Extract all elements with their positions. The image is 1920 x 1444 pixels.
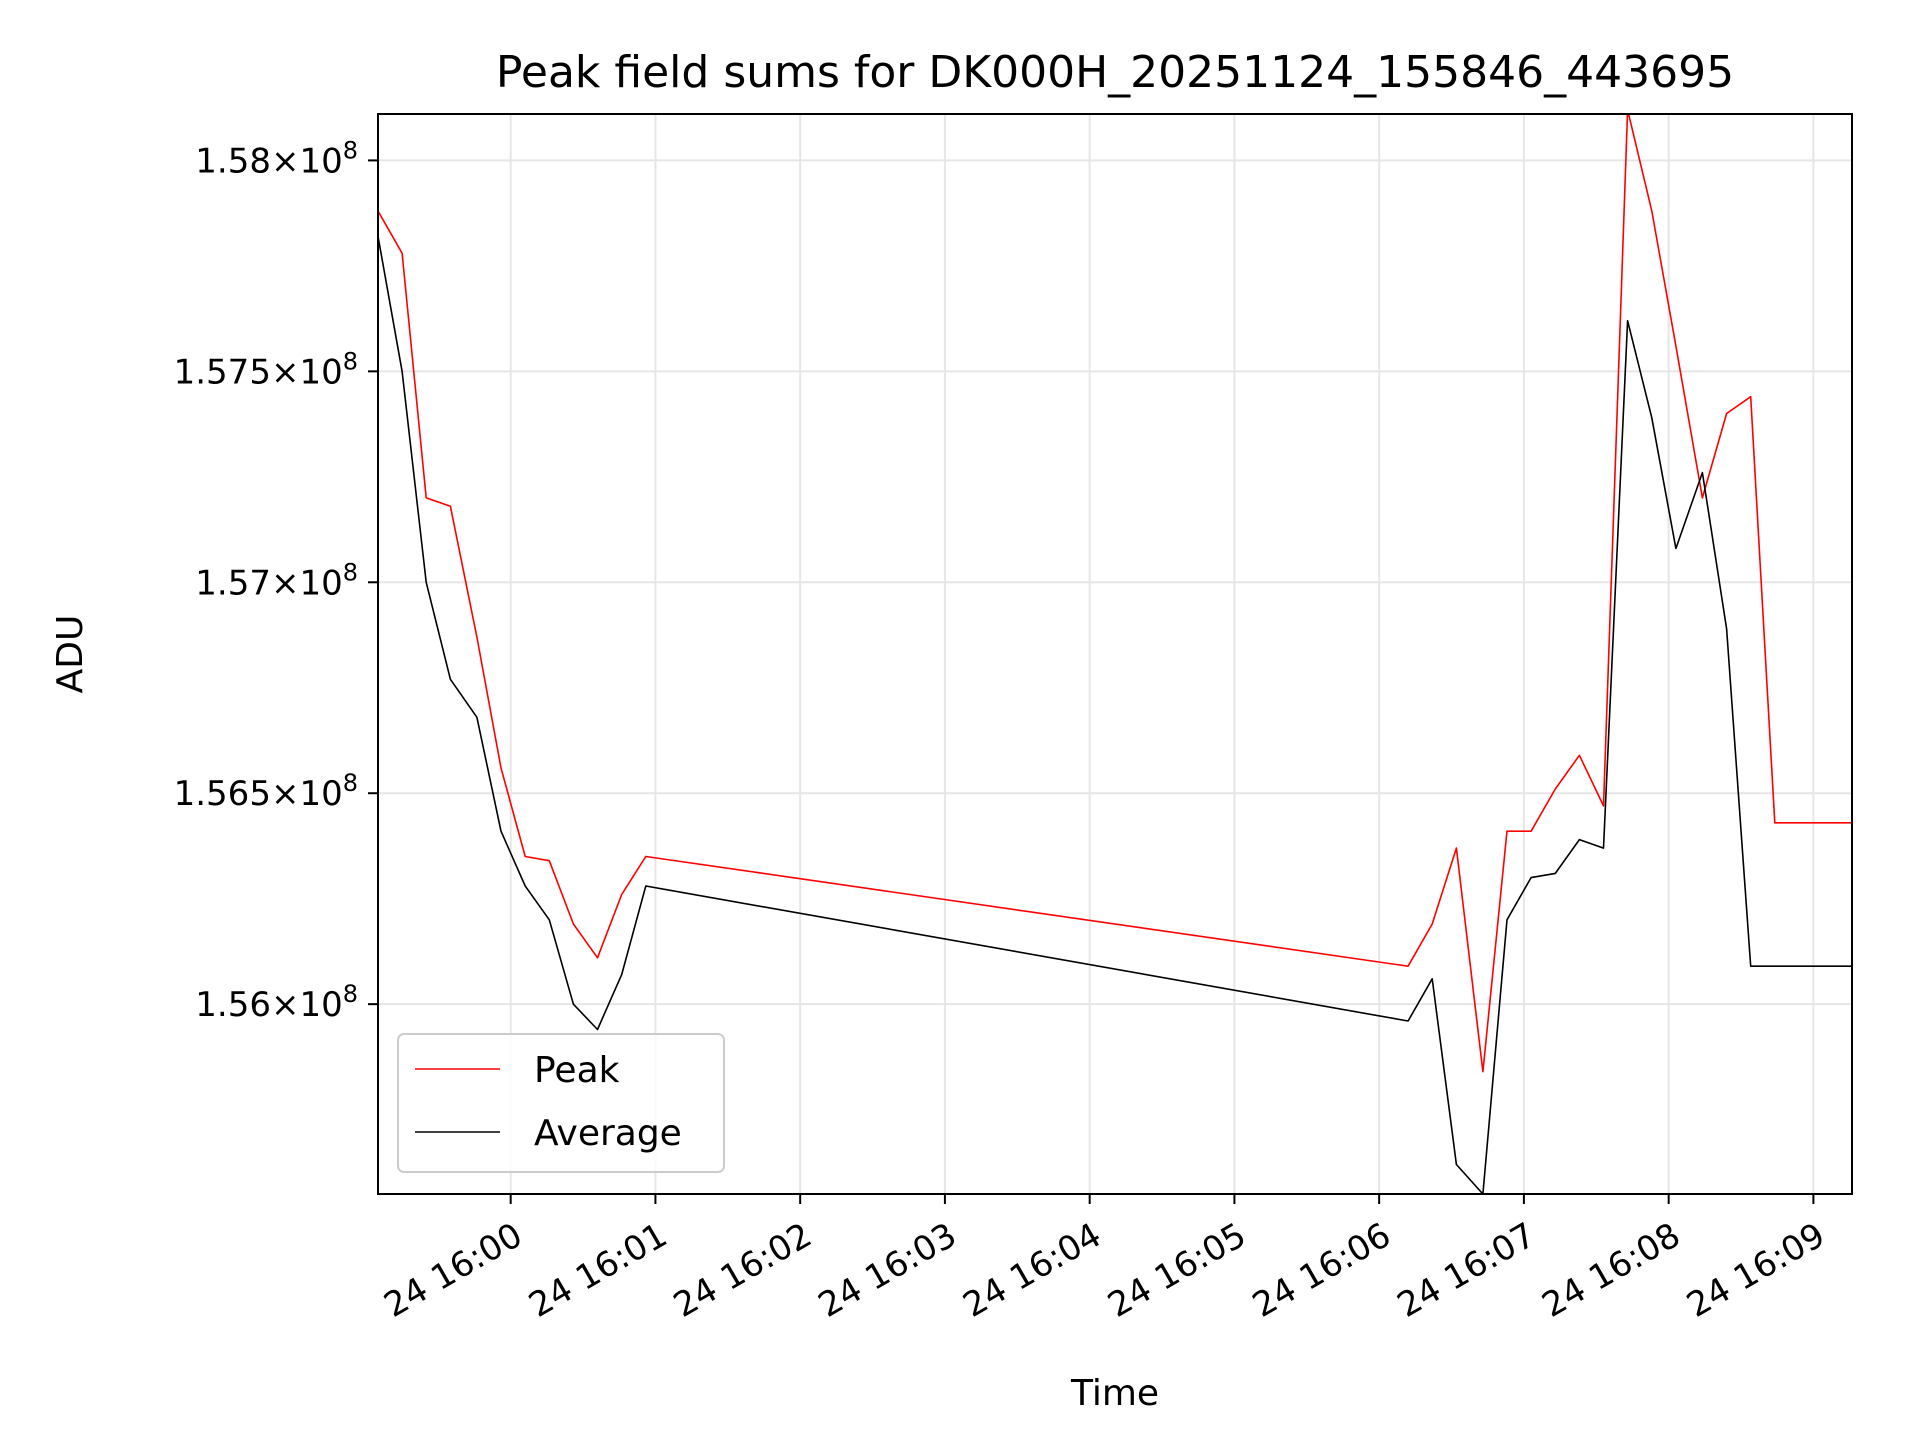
y-axis-label: ADU bbox=[50, 615, 91, 694]
y-tick-mantissa: 1.565 bbox=[174, 774, 271, 814]
y-tick-mantissa: 1.57 bbox=[195, 563, 271, 603]
y-tick-label: 1.57×108 bbox=[195, 558, 358, 603]
series-line-peak bbox=[378, 114, 1852, 1073]
y-tick-label: 1.56×108 bbox=[195, 980, 358, 1025]
grid bbox=[378, 114, 1852, 1194]
y-tick-exponent: 8 bbox=[343, 558, 358, 586]
series-line-average bbox=[378, 236, 1852, 1194]
chart-title: Peak field sums for DK000H_20251124_1558… bbox=[496, 47, 1734, 98]
y-tick-label: 1.575×108 bbox=[174, 347, 358, 392]
y-tick-mantissa: 1.58 bbox=[195, 141, 271, 181]
legend-label-peak: Peak bbox=[534, 1050, 620, 1091]
y-tick-label: 1.58×108 bbox=[195, 136, 358, 181]
y-tick-exponent: 8 bbox=[343, 136, 358, 164]
x-axis-label: Time bbox=[1070, 1373, 1159, 1414]
y-tick-label: 1.565×108 bbox=[174, 769, 358, 814]
series-lines bbox=[378, 114, 1852, 1194]
y-tick-mantissa: 1.56 bbox=[195, 985, 271, 1025]
legend-label-average: Average bbox=[534, 1113, 682, 1154]
y-tick-exponent: 8 bbox=[343, 769, 358, 797]
y-tick-exponent: 8 bbox=[343, 980, 358, 1008]
legend: Peak Average bbox=[397, 1033, 725, 1173]
plot-frame bbox=[377, 113, 1853, 1195]
y-tick-mantissa: 1.575 bbox=[174, 352, 271, 392]
y-tick-exponent: 8 bbox=[343, 347, 358, 375]
